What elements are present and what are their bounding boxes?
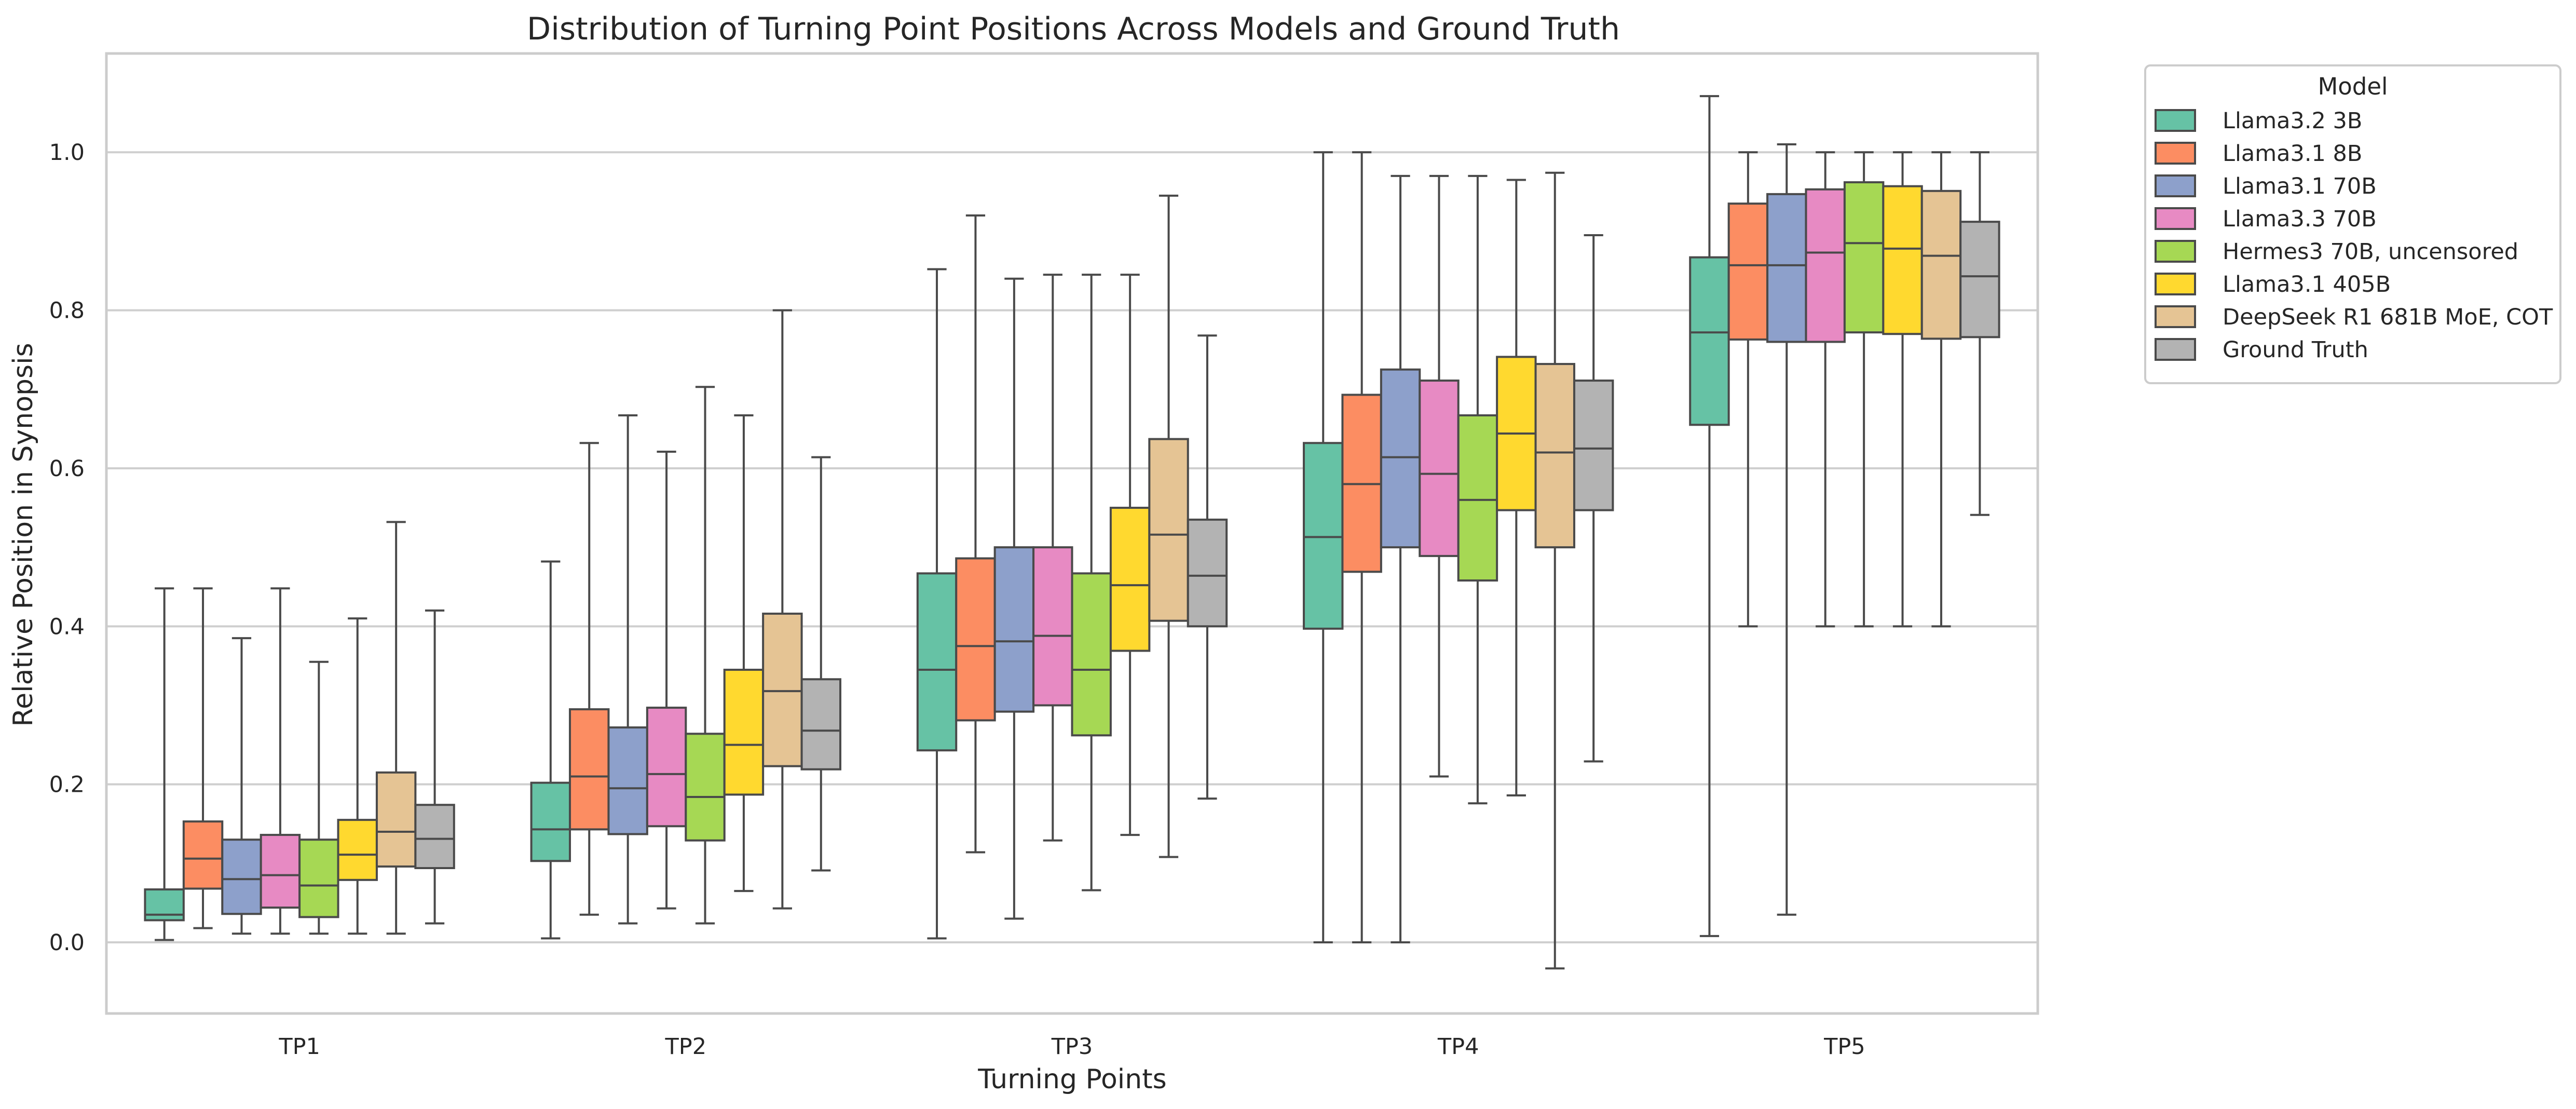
box (685, 733, 726, 842)
y-tick-labels: 0.0 0.2 0.4 0.6 0.8 1.0 (49, 140, 85, 956)
legend-items: Llama3.2 3B Llama3.1 8B Llama3.1 70B Llama3… (2155, 108, 2553, 363)
legend-swatch (2155, 273, 2196, 295)
box (800, 678, 841, 770)
box (646, 707, 687, 828)
legend-label: Llama3.1 8B (2223, 141, 2362, 167)
box (955, 557, 996, 722)
box (1109, 507, 1151, 652)
x-tick-label: TP1 (278, 1034, 320, 1060)
legend-swatch (2155, 240, 2196, 263)
box (1573, 380, 1614, 511)
legend-title: Model (2318, 73, 2388, 100)
x-tick-label: TP4 (1437, 1034, 1479, 1060)
y-tick-label: 0.4 (49, 614, 85, 640)
box (1380, 368, 1421, 549)
legend-label: Llama3.1 405B (2223, 272, 2391, 297)
box-groups (144, 95, 2000, 970)
box (607, 726, 648, 835)
legend-label: DeepSeek R1 681B MoE, COT (2223, 304, 2553, 330)
y-tick-label: 0.0 (49, 930, 85, 956)
legend-swatch (2155, 142, 2196, 165)
plot-frame (105, 52, 2039, 1015)
x-tick-label: TP5 (1823, 1034, 1865, 1060)
x-axis-label: Turning Points (977, 1064, 1166, 1095)
box (1303, 442, 1344, 630)
legend-swatch (2155, 305, 2196, 328)
x-tick-label: TP3 (1051, 1034, 1093, 1060)
legend-swatch (2155, 207, 2196, 230)
box (1766, 193, 1807, 343)
legend-label: Ground Truth (2223, 337, 2368, 363)
legend-label: Llama3.2 3B (2223, 108, 2362, 134)
legend-label: Llama3.3 70B (2223, 206, 2377, 232)
box (298, 838, 339, 918)
box (1882, 185, 1923, 335)
box (1419, 380, 1460, 557)
box (337, 819, 378, 881)
box (993, 546, 1035, 713)
box (1689, 256, 1730, 426)
y-tick-label: 0.6 (49, 456, 85, 482)
box (1727, 202, 1769, 341)
legend-label: Llama3.1 70B (2223, 173, 2377, 199)
box (221, 838, 262, 915)
box (1457, 414, 1498, 582)
y-tick-label: 0.8 (49, 298, 85, 324)
box (569, 708, 610, 831)
legend-swatch (2155, 174, 2196, 197)
box (1805, 188, 1846, 343)
box (1920, 190, 1962, 340)
legend-swatch (2155, 109, 2196, 132)
box (916, 572, 958, 752)
box-group-tp2 (530, 309, 841, 940)
legend-frame (2144, 64, 2561, 384)
box (723, 669, 765, 796)
y-tick-label: 0.2 (49, 772, 85, 798)
x-tick-labels: TP1 TP2 TP3 TP4 TP5 (278, 1034, 1865, 1060)
y-axis-label: Relative Position in Synopsis (8, 343, 39, 726)
box (414, 804, 455, 869)
box (1148, 438, 1189, 622)
box (762, 612, 803, 767)
box (1534, 363, 1575, 549)
x-tick-label: TP2 (665, 1034, 707, 1060)
box-group-tp5 (1689, 95, 2000, 937)
box (1071, 572, 1112, 737)
box (260, 834, 301, 909)
box (375, 771, 417, 868)
legend-swatch (2155, 338, 2196, 361)
box (1032, 546, 1073, 707)
chart-title: Distribution of Turning Point Positions … (527, 11, 1620, 47)
legend: Model Llama3.2 3B Llama3.1 8B Llama3.1 70B… (2144, 64, 2561, 384)
y-tick-label: 1.0 (49, 140, 85, 166)
legend-label: Hermes3 70B, uncensored (2223, 239, 2518, 265)
box (182, 820, 224, 890)
box (1187, 518, 1228, 628)
box (530, 781, 571, 862)
box-group-tp3 (916, 194, 1228, 940)
box-group-tp4 (1303, 151, 1614, 970)
box (1843, 181, 1885, 334)
box (1959, 221, 2000, 339)
box-group-tp1 (144, 521, 455, 941)
